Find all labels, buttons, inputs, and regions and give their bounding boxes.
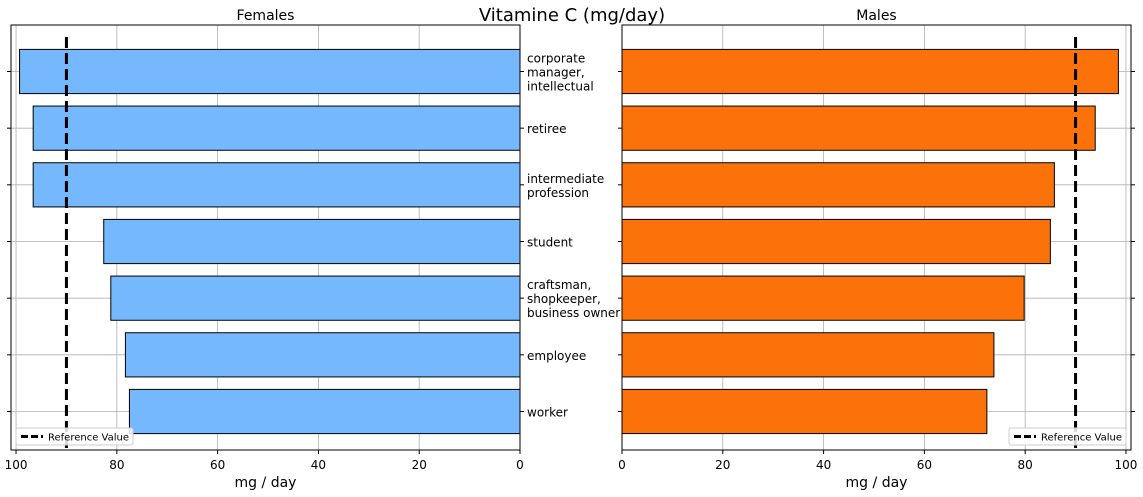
x-tick-label: 40 — [311, 458, 326, 472]
legend-label: Reference Value — [48, 433, 129, 444]
category-label: craftsman, shopkeeper, business owner — [527, 278, 620, 320]
category-label: corporate manager, intellectual — [527, 52, 594, 94]
panel-title: Males — [856, 8, 896, 24]
category-label-line: intermediate — [527, 172, 604, 186]
panel-title: Females — [237, 8, 295, 24]
x-tick-label: 20 — [412, 458, 427, 472]
bar-females-7 — [128, 388, 521, 435]
category-label-line: shopkeeper, — [527, 292, 601, 306]
bar-males-4 — [621, 218, 1051, 265]
bar-females-5 — [110, 275, 521, 321]
x-tick-label: 60 — [917, 458, 932, 472]
x-tick-label: 100 — [1115, 458, 1138, 472]
x-tick-label: 0 — [618, 458, 626, 472]
category-label-line: profession — [527, 186, 589, 200]
axes-frame — [10, 24, 521, 451]
bar-females-2 — [32, 105, 521, 151]
females-panel: 100 80 60 40 20 0 Females mg / day Reference Val… — [5, 8, 524, 491]
category-label-line: employee — [527, 349, 586, 363]
legend-label: Reference Value — [1041, 433, 1122, 444]
category-label: retiree — [527, 122, 567, 136]
category-label-line: retiree — [527, 122, 567, 136]
category-label: intermediate profession — [527, 172, 604, 200]
category-labels: corporate manager, intellectual retiree inte… — [527, 52, 620, 420]
axes-frame — [621, 24, 1132, 451]
legend: Reference Value — [15, 427, 134, 446]
x-axis-label: mg / day — [846, 475, 908, 491]
bar-males-7 — [621, 388, 988, 435]
x-tick-label: 0 — [516, 458, 524, 472]
category-label-line: corporate — [527, 52, 585, 66]
legend-box — [1008, 427, 1127, 446]
bar-females-6 — [124, 332, 521, 378]
bar-males-6 — [621, 332, 995, 378]
x-tick-label: 40 — [816, 458, 831, 472]
bar-males-2 — [621, 105, 1096, 151]
x-tick-label: 80 — [1018, 458, 1033, 472]
bar-females-1 — [19, 48, 521, 95]
x-tick-label: 100 — [5, 458, 28, 472]
category-label-line: craftsman, — [527, 278, 591, 292]
bar-males-3 — [621, 162, 1055, 208]
males-panel: 0 20 40 60 80 100 Males mg / day Reference Value — [618, 8, 1137, 491]
legend: Reference Value — [1008, 427, 1127, 446]
category-label: employee — [527, 349, 586, 363]
bar-females-3 — [32, 162, 521, 208]
category-label-line: business owner — [527, 306, 620, 320]
category-label-line: intellectual — [527, 80, 594, 94]
x-axis-label: mg / day — [235, 475, 297, 491]
x-tick-label: 60 — [210, 458, 225, 472]
x-tick-label: 20 — [715, 458, 730, 472]
category-label-line: manager, — [527, 66, 585, 80]
bar-males-1 — [621, 48, 1119, 95]
legend-box — [15, 427, 134, 446]
category-label: worker — [527, 406, 568, 420]
bar-females-4 — [103, 218, 521, 265]
x-tick-label: 80 — [109, 458, 124, 472]
chart-title: Vitamine C (mg/day) — [479, 5, 665, 26]
category-label-line: student — [527, 236, 573, 250]
category-label: student — [527, 236, 573, 250]
category-label-line: worker — [527, 406, 568, 420]
bar-males-5 — [621, 275, 1025, 321]
